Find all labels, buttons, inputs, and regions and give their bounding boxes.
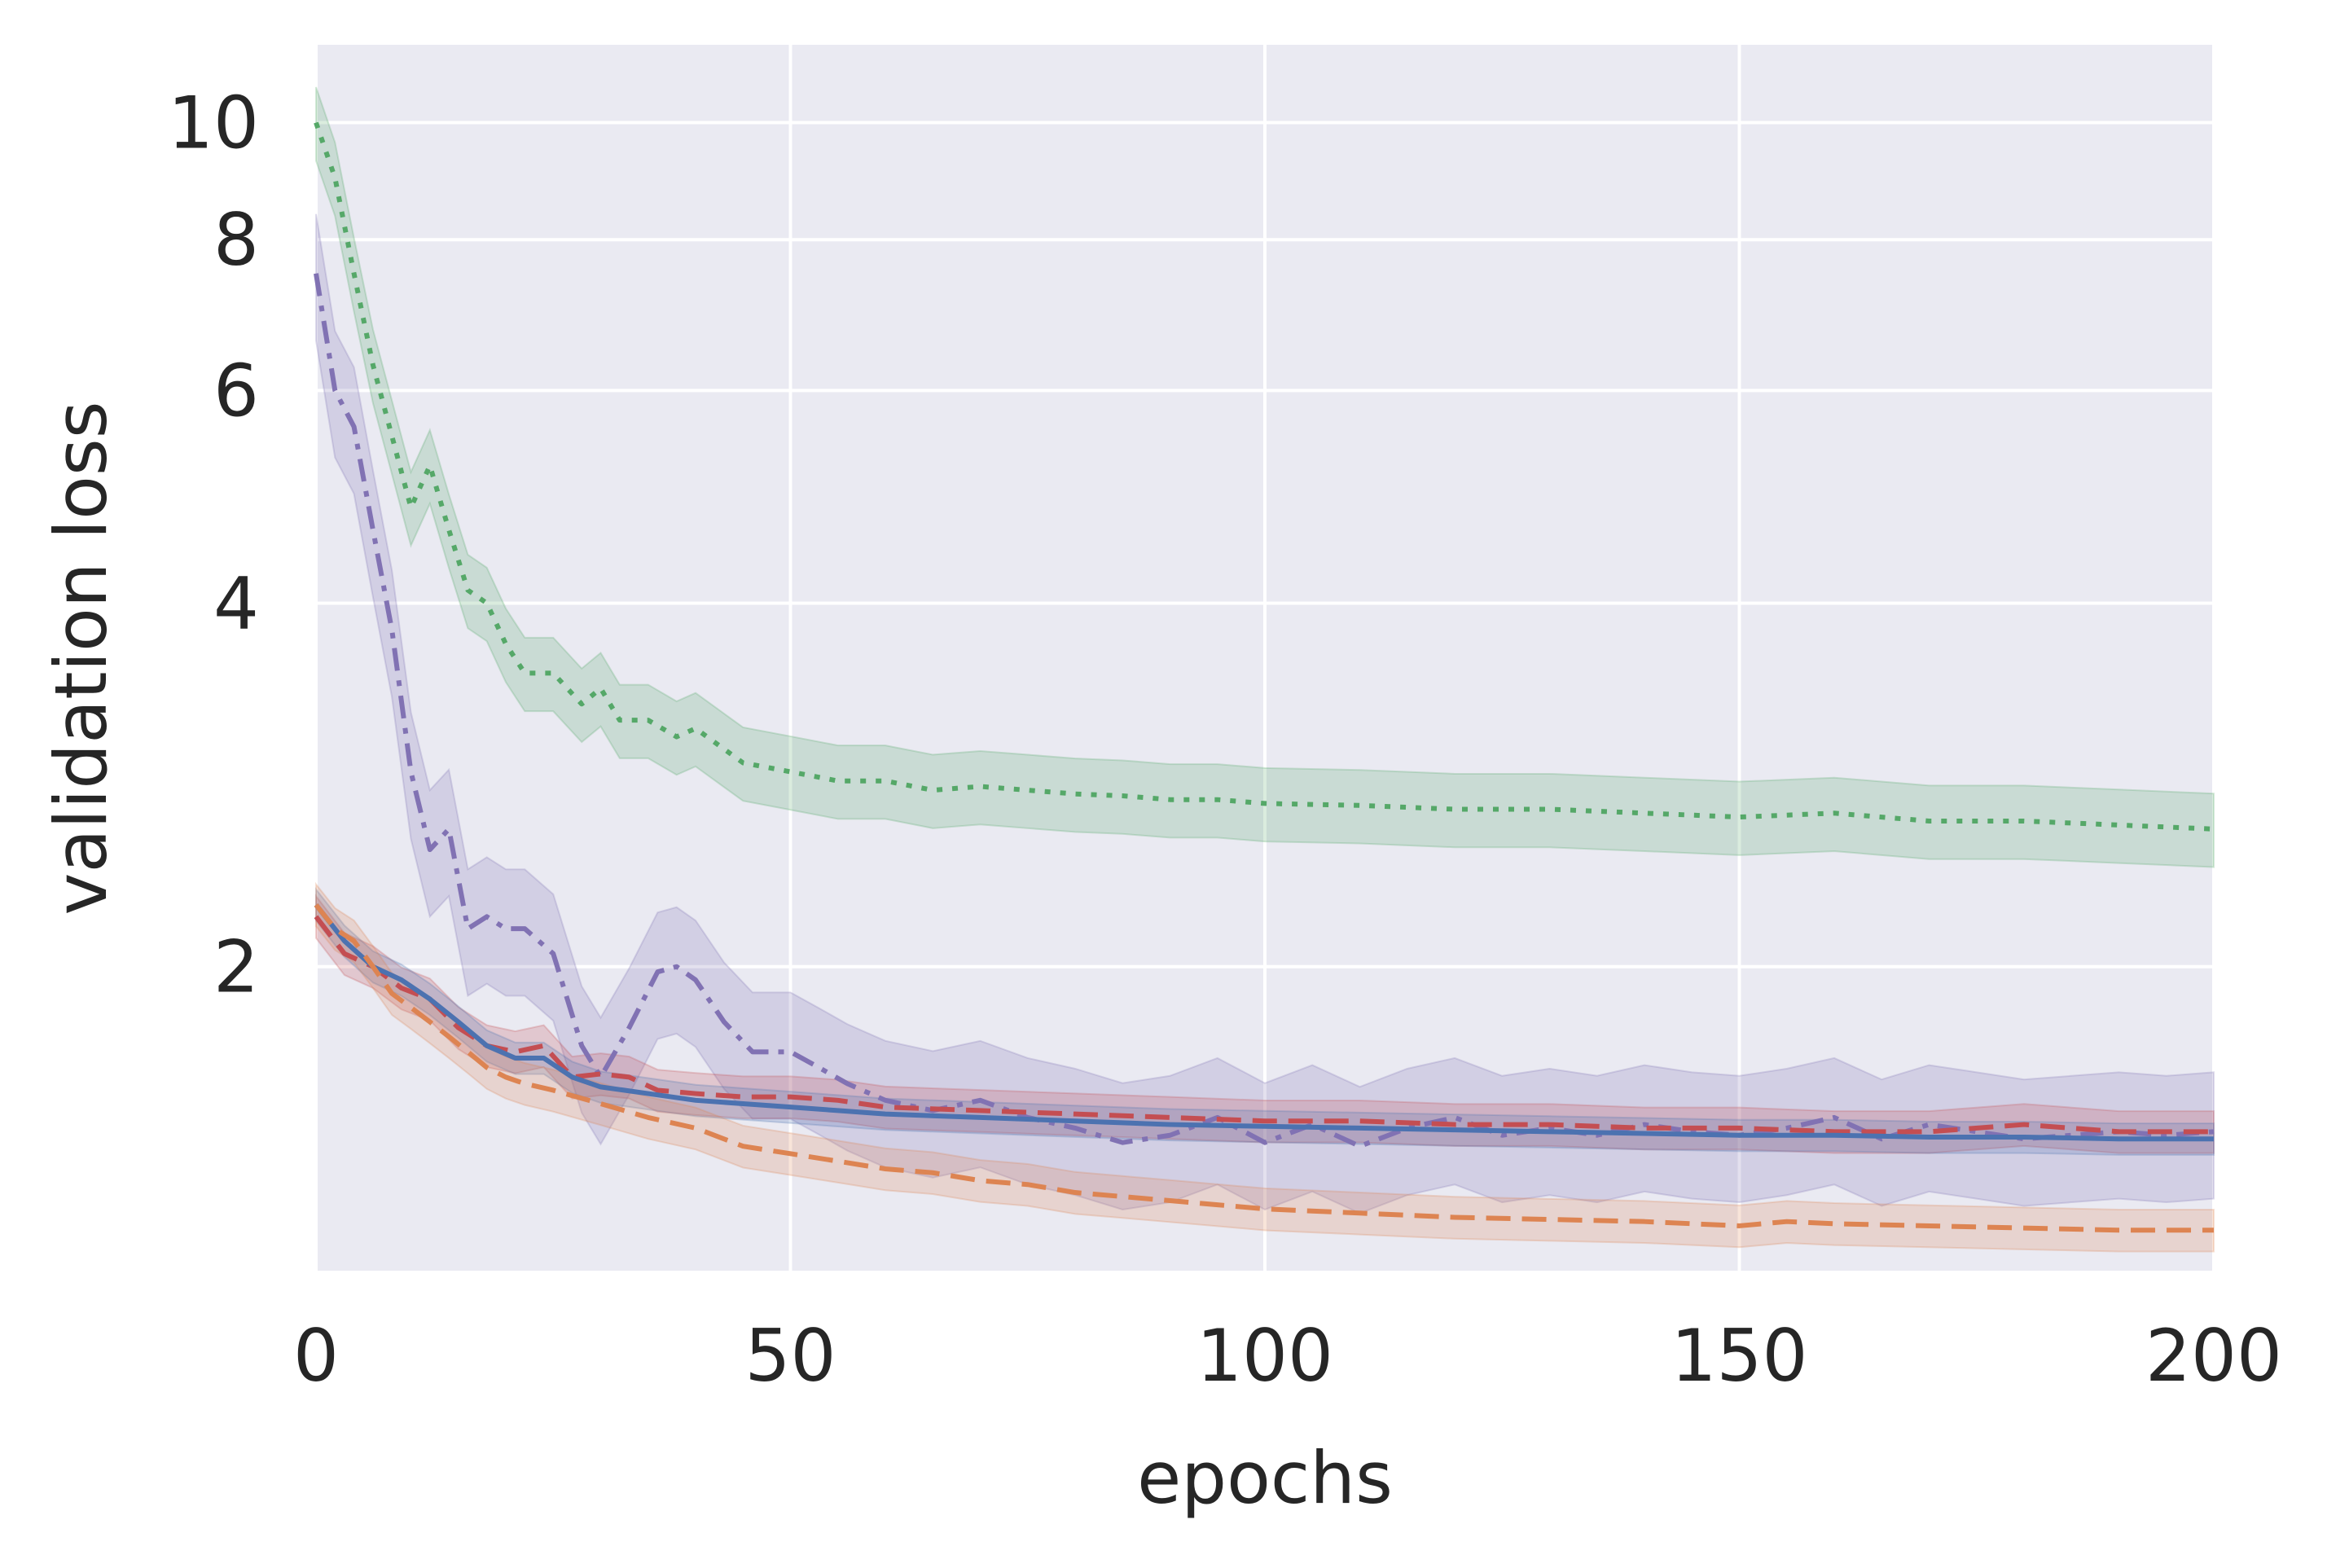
x-tick-label: 100 — [1196, 1314, 1333, 1398]
x-tick-label: 150 — [1671, 1314, 1808, 1398]
y-tick-labels: 2 4 6 8 10 — [168, 81, 259, 1009]
y-tick-label: 2 — [213, 925, 259, 1009]
red-dashed-line — [314, 915, 2214, 1135]
x-tick-label: 200 — [2145, 1314, 2282, 1398]
x-axis-label: epochs — [1137, 1436, 1393, 1520]
purple-dashdot-band — [315, 213, 2215, 1214]
y-tick-label: 6 — [213, 349, 259, 433]
blue-solid-line — [314, 903, 2214, 1142]
y-axis-label: validation loss — [39, 401, 123, 915]
orange-dashed-line — [314, 903, 2214, 1233]
grid-lines — [314, 45, 2215, 1271]
series-lines — [314, 121, 2215, 1233]
y-tick-label: 10 — [168, 81, 259, 165]
orange-dashed-band — [315, 881, 2215, 1253]
red-dashed-band — [315, 894, 2215, 1154]
x-tick-label: 50 — [745, 1314, 836, 1398]
y-tick-label: 8 — [213, 198, 259, 282]
purple-dashdot-line — [314, 273, 2215, 1149]
x-tick-labels: 0 50 100 150 200 — [293, 1314, 2282, 1398]
green-dotted-band — [315, 86, 2215, 868]
x-tick-label: 0 — [293, 1314, 339, 1398]
y-tick-label: 4 — [213, 561, 259, 645]
